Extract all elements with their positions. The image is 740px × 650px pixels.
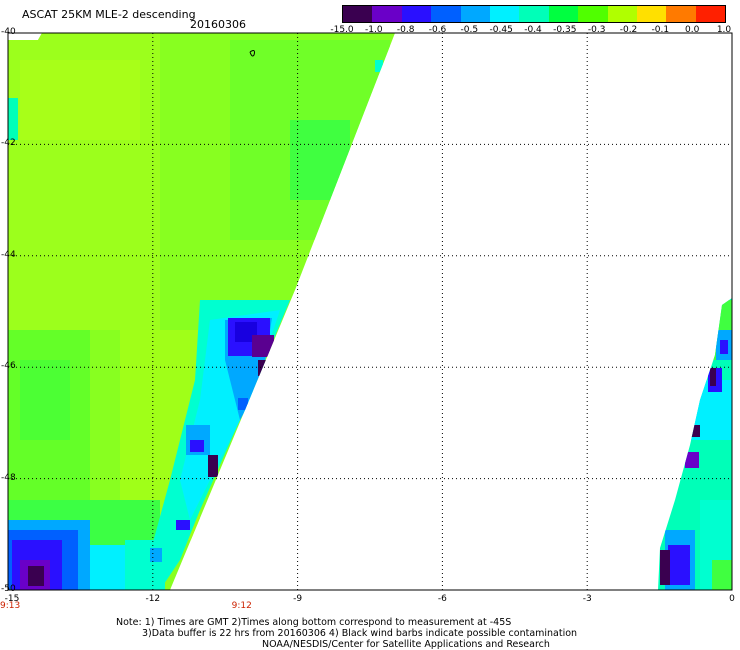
colorbar-label: -15.0 bbox=[330, 25, 354, 35]
y-tick-label: -44 bbox=[1, 249, 16, 260]
left-swath bbox=[8, 33, 395, 590]
colorbar-swatch bbox=[548, 6, 579, 22]
colorbar-swatch bbox=[607, 6, 637, 22]
y-tick-label: -42 bbox=[1, 138, 16, 149]
colorbar-swatch bbox=[519, 6, 549, 22]
colorbar-label: -0.3 bbox=[587, 25, 606, 35]
colorbar-label: -0.8 bbox=[396, 25, 415, 35]
colorbar-swatch bbox=[636, 6, 667, 22]
time-label: 9:12 bbox=[231, 601, 252, 611]
colorbar-swatch bbox=[372, 6, 402, 22]
y-tick-label: -50 bbox=[1, 584, 16, 594]
note-line-2: 3)Data buffer is 22 hrs from 20160306 4)… bbox=[142, 628, 578, 639]
colorbar-label: -0.45 bbox=[489, 25, 513, 35]
time-label: 9:13 bbox=[0, 601, 21, 611]
colorbar-swatch bbox=[695, 6, 726, 22]
right-swath bbox=[658, 298, 732, 590]
map-date: 20160306 bbox=[190, 18, 246, 31]
colorbar-label: -0.35 bbox=[553, 25, 577, 35]
x-tick-label: 0 bbox=[729, 594, 735, 604]
x-tick-label: -9 bbox=[293, 594, 303, 604]
colorbar-swatch bbox=[666, 6, 696, 22]
x-tick-label: -12 bbox=[145, 594, 161, 604]
x-tick-label: -3 bbox=[582, 594, 592, 604]
colorbar-swatch bbox=[460, 6, 490, 22]
colorbar-label: -0.5 bbox=[460, 25, 479, 35]
colorbar-label: -1.0 bbox=[365, 25, 383, 35]
colorbar-swatch bbox=[431, 6, 461, 22]
colorbar-label: 1.0 bbox=[716, 25, 732, 35]
colorbar-swatch bbox=[489, 6, 520, 22]
colorbar-label: 0.0 bbox=[684, 25, 700, 35]
note-line-3: NOAA/NESDIS/Center for Satellite Applica… bbox=[262, 639, 550, 650]
grid-lines bbox=[8, 33, 732, 590]
colorbar-swatch bbox=[401, 6, 432, 22]
x-tick-label: -15 bbox=[4, 594, 20, 604]
colorbar bbox=[342, 5, 726, 23]
colorbar-label: -0.2 bbox=[619, 25, 638, 35]
colorbar-label: -0.6 bbox=[428, 25, 447, 35]
colorbar-swatch bbox=[343, 6, 373, 22]
note-line-1: Note: 1) Times are GMT 2)Times along bot… bbox=[116, 617, 512, 628]
colorbar-swatch bbox=[578, 6, 608, 22]
y-tick-label: -46 bbox=[1, 361, 16, 372]
y-tick-label: -40 bbox=[1, 27, 16, 37]
wind-barb-icon bbox=[249, 50, 255, 57]
y-tick-label: -48 bbox=[1, 472, 16, 483]
colorbar-label: -0.4 bbox=[524, 25, 542, 35]
colorbar-label: -0.1 bbox=[651, 25, 670, 35]
x-tick-label: -6 bbox=[437, 594, 447, 604]
map-title: ASCAT 25KM MLE-2 descending bbox=[22, 8, 196, 21]
map-frame bbox=[7, 32, 733, 591]
